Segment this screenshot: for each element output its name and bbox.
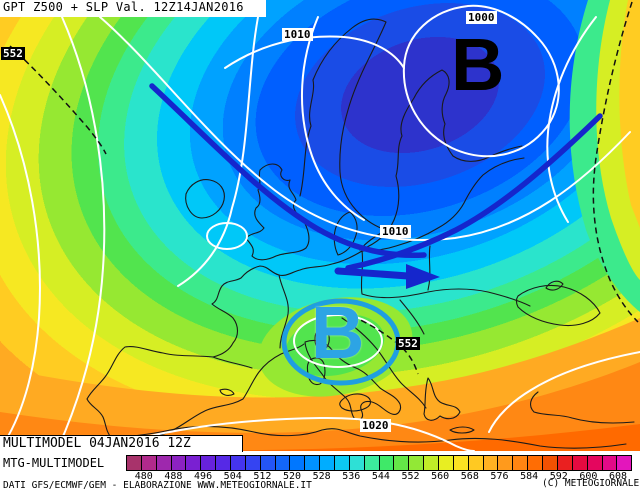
colorbar-tick: 576 (490, 471, 509, 482)
height-label: 552 (1, 47, 25, 60)
weather-map-canvas (0, 0, 640, 451)
colorbar-cell (527, 456, 543, 470)
colorbar-cell (452, 456, 468, 470)
colorbar-cell (304, 456, 320, 470)
model-name-text: MTG-MULTIMODEL (3, 456, 105, 470)
colorbar-cell (155, 456, 171, 470)
coastline-layer (86, 18, 635, 449)
colorbar-ticks: 480 488 496 504 512 520 528 536 544 552 560 568 576 5… (0, 471, 640, 482)
colorbar-cell (274, 456, 290, 470)
colorbar-tick: 536 (342, 471, 361, 482)
colorbar-tick: 512 (253, 471, 272, 482)
colorbar-cell (244, 456, 260, 470)
colorbar-cell (348, 456, 364, 470)
height-label: 552 (396, 337, 420, 350)
colorbar-tick: 608 (608, 471, 628, 482)
colorbar-cell (259, 456, 275, 470)
slp-isobar-layer (0, 4, 640, 451)
colorbar-tick: 560 (431, 471, 450, 482)
copyright-text: (C) METEOGIORNALE (542, 478, 640, 489)
colorbar-cell (512, 456, 528, 470)
colorbar-cell (127, 456, 141, 470)
pressure-label: 1010 (380, 225, 411, 238)
colorbar-cell (230, 456, 245, 470)
colorbar-cell (601, 456, 617, 470)
jet-arrowhead (406, 264, 440, 289)
colorbar-tick: 528 (312, 471, 331, 482)
colorbar-cell (140, 456, 156, 470)
colorbar-cell (334, 456, 349, 470)
model-run-text: MULTIMODEL 04JAN2016 12Z (3, 436, 191, 451)
colorbar-cell (571, 456, 587, 470)
colorbar-cell (616, 456, 632, 470)
colorbar-tick: 496 (194, 471, 213, 482)
page-title: GPT Z500 + SLP Val. 12Z14JAN2016 (3, 0, 244, 14)
colorbar-tick: 600 (579, 471, 598, 482)
colorbar-tick: 480 (134, 471, 153, 482)
colorbar-cell (319, 456, 335, 470)
jet-arrow-shaft (334, 267, 412, 280)
colorbar-cell (586, 456, 602, 470)
colorbar-cell (363, 456, 379, 470)
colorbar-cell (200, 456, 216, 470)
pressure-label: 1020 (360, 419, 391, 432)
colorbar-cell (378, 456, 394, 470)
model-info-box: MULTIMODEL 04JAN2016 12Z (0, 435, 243, 452)
colorbar-cell (556, 456, 572, 470)
colorbar-cell (542, 456, 557, 470)
footer: MTG-MULTIMODEL 480 488 496 504 512 520 528 536 5… (0, 451, 640, 493)
colorbar-cell (289, 456, 305, 470)
colorbar-cell (438, 456, 453, 470)
colorbar-cell (170, 456, 186, 470)
colorbar-tick: 504 (223, 471, 242, 482)
colorbar-tick: 552 (401, 471, 420, 482)
jet-arrow-east (345, 113, 603, 271)
pressure-label: 1010 (282, 28, 313, 41)
colorbar-cell (393, 456, 409, 470)
colorbar-tick: 568 (460, 471, 479, 482)
colorbar-cell (423, 456, 439, 470)
source-text: DATI GFS/ECMWF/GEM - ELABORAZIONE WWW.ME… (3, 480, 312, 491)
colorbar-cell (467, 456, 483, 470)
pressure-label: 1000 (466, 11, 497, 24)
colorbar-tick: 520 (282, 471, 301, 482)
colorbar-tick: 544 (371, 471, 390, 482)
colorbar-tick: 584 (520, 471, 539, 482)
colorbar-cell (215, 456, 231, 470)
colorbar-tick: 488 (164, 471, 183, 482)
colorbar-cell (185, 456, 201, 470)
jet-arrow-layer (149, 83, 603, 289)
colorbar-cell (408, 456, 424, 470)
title-box: GPT Z500 + SLP Val. 12Z14JAN2016 (0, 0, 266, 17)
colorbar (126, 455, 632, 471)
jet-arrow-west (149, 83, 427, 259)
colorbar-tick: 592 (549, 471, 568, 482)
low-symbol-black: B (451, 23, 505, 106)
colorbar-cell (482, 456, 498, 470)
low-symbol-cyan: B (311, 291, 365, 374)
colorbar-cell (497, 456, 513, 470)
